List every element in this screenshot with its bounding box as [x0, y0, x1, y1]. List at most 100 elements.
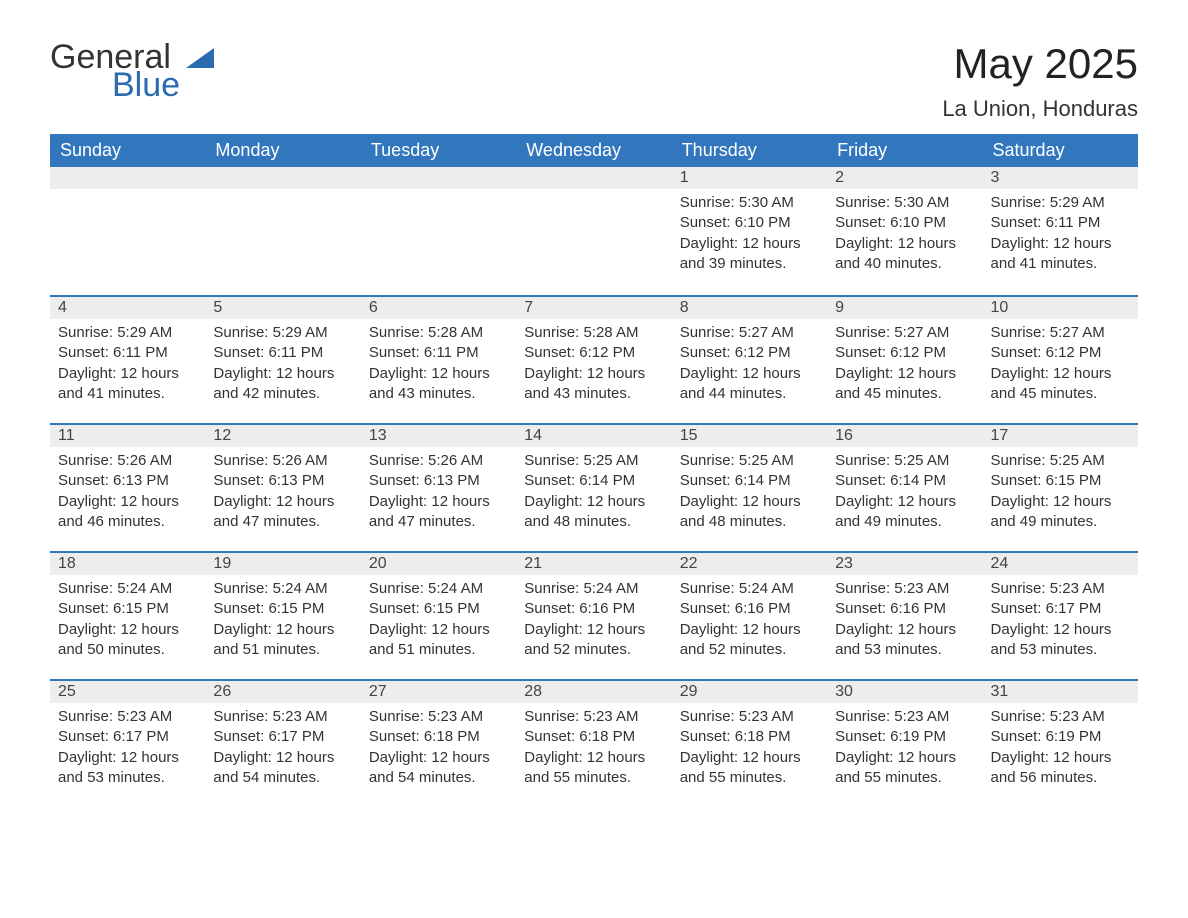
day-details: Sunrise: 5:24 AMSunset: 6:16 PMDaylight:…: [672, 575, 827, 668]
calendar-cell: 18Sunrise: 5:24 AMSunset: 6:15 PMDayligh…: [50, 551, 205, 679]
calendar-table: SundayMondayTuesdayWednesdayThursdayFrid…: [50, 134, 1138, 807]
empty-day-header: [361, 167, 516, 189]
calendar-cell: 3Sunrise: 5:29 AMSunset: 6:11 PMDaylight…: [983, 167, 1138, 295]
calendar-cell: 11Sunrise: 5:26 AMSunset: 6:13 PMDayligh…: [50, 423, 205, 551]
day-details: Sunrise: 5:27 AMSunset: 6:12 PMDaylight:…: [672, 319, 827, 412]
day-number: 17: [983, 423, 1138, 447]
sunset-line: Sunset: 6:10 PM: [680, 213, 819, 233]
daylight-line: Daylight: 12 hours and 40 minutes.: [835, 234, 974, 275]
day-number: 30: [827, 679, 982, 703]
calendar-week-row: 18Sunrise: 5:24 AMSunset: 6:15 PMDayligh…: [50, 551, 1138, 679]
day-details: Sunrise: 5:25 AMSunset: 6:14 PMDaylight:…: [516, 447, 671, 540]
empty-day-header: [205, 167, 360, 189]
sunset-line: Sunset: 6:17 PM: [58, 727, 197, 747]
calendar-cell: 15Sunrise: 5:25 AMSunset: 6:14 PMDayligh…: [672, 423, 827, 551]
daylight-line: Daylight: 12 hours and 48 minutes.: [680, 492, 819, 533]
day-details: Sunrise: 5:26 AMSunset: 6:13 PMDaylight:…: [205, 447, 360, 540]
day-number: 11: [50, 423, 205, 447]
day-number: 25: [50, 679, 205, 703]
sunrise-line: Sunrise: 5:25 AM: [680, 451, 819, 471]
weekday-header: Friday: [827, 134, 982, 167]
sunset-line: Sunset: 6:11 PM: [369, 343, 508, 363]
day-number: 6: [361, 295, 516, 319]
calendar-cell: 29Sunrise: 5:23 AMSunset: 6:18 PMDayligh…: [672, 679, 827, 807]
day-number: 27: [361, 679, 516, 703]
calendar-cell: 24Sunrise: 5:23 AMSunset: 6:17 PMDayligh…: [983, 551, 1138, 679]
empty-day-header: [516, 167, 671, 189]
calendar-cell: 7Sunrise: 5:28 AMSunset: 6:12 PMDaylight…: [516, 295, 671, 423]
calendar-week-row: 11Sunrise: 5:26 AMSunset: 6:13 PMDayligh…: [50, 423, 1138, 551]
sunset-line: Sunset: 6:15 PM: [213, 599, 352, 619]
sunrise-line: Sunrise: 5:24 AM: [58, 579, 197, 599]
day-number: 7: [516, 295, 671, 319]
sunset-line: Sunset: 6:12 PM: [524, 343, 663, 363]
sunset-line: Sunset: 6:16 PM: [524, 599, 663, 619]
logo: General Blue: [50, 40, 214, 102]
sunset-line: Sunset: 6:11 PM: [991, 213, 1130, 233]
weekday-header: Thursday: [672, 134, 827, 167]
sunset-line: Sunset: 6:14 PM: [835, 471, 974, 491]
day-details: Sunrise: 5:26 AMSunset: 6:13 PMDaylight:…: [361, 447, 516, 540]
sunrise-line: Sunrise: 5:26 AM: [213, 451, 352, 471]
day-number: 3: [983, 167, 1138, 189]
sunrise-line: Sunrise: 5:24 AM: [680, 579, 819, 599]
day-number: 5: [205, 295, 360, 319]
sunrise-line: Sunrise: 5:29 AM: [213, 323, 352, 343]
calendar-cell: 28Sunrise: 5:23 AMSunset: 6:18 PMDayligh…: [516, 679, 671, 807]
day-details: Sunrise: 5:23 AMSunset: 6:18 PMDaylight:…: [361, 703, 516, 796]
day-number: 2: [827, 167, 982, 189]
daylight-line: Daylight: 12 hours and 41 minutes.: [991, 234, 1130, 275]
day-details: Sunrise: 5:24 AMSunset: 6:15 PMDaylight:…: [361, 575, 516, 668]
calendar-week-row: 1Sunrise: 5:30 AMSunset: 6:10 PMDaylight…: [50, 167, 1138, 295]
calendar-cell: 1Sunrise: 5:30 AMSunset: 6:10 PMDaylight…: [672, 167, 827, 295]
sunset-line: Sunset: 6:10 PM: [835, 213, 974, 233]
sunrise-line: Sunrise: 5:27 AM: [991, 323, 1130, 343]
weekday-header: Saturday: [983, 134, 1138, 167]
daylight-line: Daylight: 12 hours and 45 minutes.: [835, 364, 974, 405]
daylight-line: Daylight: 12 hours and 48 minutes.: [524, 492, 663, 533]
day-number: 22: [672, 551, 827, 575]
daylight-line: Daylight: 12 hours and 50 minutes.: [58, 620, 197, 661]
header: General Blue May 2025 La Union, Honduras: [50, 40, 1138, 122]
day-details: Sunrise: 5:27 AMSunset: 6:12 PMDaylight:…: [827, 319, 982, 412]
calendar-cell: 8Sunrise: 5:27 AMSunset: 6:12 PMDaylight…: [672, 295, 827, 423]
daylight-line: Daylight: 12 hours and 53 minutes.: [835, 620, 974, 661]
sunrise-line: Sunrise: 5:23 AM: [369, 707, 508, 727]
day-details: Sunrise: 5:26 AMSunset: 6:13 PMDaylight:…: [50, 447, 205, 540]
daylight-line: Daylight: 12 hours and 49 minutes.: [991, 492, 1130, 533]
sunrise-line: Sunrise: 5:30 AM: [680, 193, 819, 213]
calendar-cell: 30Sunrise: 5:23 AMSunset: 6:19 PMDayligh…: [827, 679, 982, 807]
day-number: 24: [983, 551, 1138, 575]
day-details: Sunrise: 5:23 AMSunset: 6:19 PMDaylight:…: [983, 703, 1138, 796]
daylight-line: Daylight: 12 hours and 52 minutes.: [524, 620, 663, 661]
day-details: Sunrise: 5:29 AMSunset: 6:11 PMDaylight:…: [983, 189, 1138, 282]
calendar-cell: 12Sunrise: 5:26 AMSunset: 6:13 PMDayligh…: [205, 423, 360, 551]
sunset-line: Sunset: 6:17 PM: [991, 599, 1130, 619]
daylight-line: Daylight: 12 hours and 55 minutes.: [524, 748, 663, 789]
daylight-line: Daylight: 12 hours and 43 minutes.: [369, 364, 508, 405]
day-number: 18: [50, 551, 205, 575]
day-details: Sunrise: 5:23 AMSunset: 6:19 PMDaylight:…: [827, 703, 982, 796]
daylight-line: Daylight: 12 hours and 51 minutes.: [369, 620, 508, 661]
daylight-line: Daylight: 12 hours and 56 minutes.: [991, 748, 1130, 789]
calendar-cell: 31Sunrise: 5:23 AMSunset: 6:19 PMDayligh…: [983, 679, 1138, 807]
sunrise-line: Sunrise: 5:29 AM: [991, 193, 1130, 213]
sunrise-line: Sunrise: 5:25 AM: [524, 451, 663, 471]
sunset-line: Sunset: 6:18 PM: [524, 727, 663, 747]
day-number: 20: [361, 551, 516, 575]
calendar-cell: [50, 167, 205, 295]
sunset-line: Sunset: 6:13 PM: [369, 471, 508, 491]
day-details: Sunrise: 5:28 AMSunset: 6:12 PMDaylight:…: [516, 319, 671, 412]
daylight-line: Daylight: 12 hours and 53 minutes.: [58, 748, 197, 789]
weekday-header: Wednesday: [516, 134, 671, 167]
calendar-cell: 13Sunrise: 5:26 AMSunset: 6:13 PMDayligh…: [361, 423, 516, 551]
daylight-line: Daylight: 12 hours and 54 minutes.: [369, 748, 508, 789]
calendar-cell: 26Sunrise: 5:23 AMSunset: 6:17 PMDayligh…: [205, 679, 360, 807]
sunrise-line: Sunrise: 5:24 AM: [524, 579, 663, 599]
sunset-line: Sunset: 6:15 PM: [369, 599, 508, 619]
calendar-cell: [516, 167, 671, 295]
sunset-line: Sunset: 6:12 PM: [680, 343, 819, 363]
daylight-line: Daylight: 12 hours and 47 minutes.: [369, 492, 508, 533]
sunset-line: Sunset: 6:13 PM: [58, 471, 197, 491]
day-number: 14: [516, 423, 671, 447]
